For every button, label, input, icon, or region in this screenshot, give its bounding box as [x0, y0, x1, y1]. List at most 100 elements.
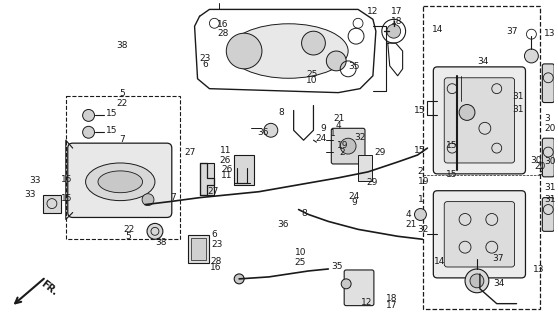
- Circle shape: [326, 51, 346, 71]
- Text: 26: 26: [222, 165, 233, 174]
- Text: 37: 37: [507, 27, 518, 36]
- Circle shape: [264, 123, 278, 137]
- Ellipse shape: [98, 171, 142, 193]
- Text: 38: 38: [116, 41, 128, 50]
- Text: 22: 22: [123, 225, 134, 234]
- Bar: [187, 235, 209, 263]
- Circle shape: [301, 31, 325, 55]
- Bar: [200, 163, 214, 195]
- Text: 2: 2: [417, 167, 423, 176]
- Text: 22: 22: [117, 99, 128, 108]
- Text: 32: 32: [354, 133, 365, 142]
- Text: 9: 9: [351, 198, 357, 207]
- FancyBboxPatch shape: [444, 202, 514, 267]
- Bar: [66, 96, 180, 239]
- Text: 5: 5: [119, 89, 125, 98]
- Text: 16: 16: [218, 20, 229, 29]
- Circle shape: [459, 105, 475, 120]
- Text: 34: 34: [478, 57, 489, 66]
- Text: 1: 1: [417, 195, 423, 204]
- Text: 21: 21: [406, 220, 417, 229]
- Text: 13: 13: [544, 29, 556, 38]
- Text: 27: 27: [184, 148, 195, 156]
- Text: 15: 15: [107, 126, 118, 135]
- Text: 34: 34: [494, 279, 505, 288]
- Text: 15: 15: [446, 170, 458, 179]
- Text: 8: 8: [278, 108, 283, 117]
- Text: 28: 28: [210, 257, 222, 266]
- Bar: [191, 238, 206, 260]
- Circle shape: [227, 33, 262, 69]
- Text: 17: 17: [386, 301, 397, 310]
- Circle shape: [341, 279, 351, 289]
- Text: 3: 3: [537, 168, 543, 177]
- Bar: [358, 155, 372, 181]
- Text: 21: 21: [333, 114, 344, 123]
- Text: 8: 8: [301, 209, 307, 218]
- Text: 23: 23: [211, 240, 223, 249]
- FancyBboxPatch shape: [68, 143, 172, 218]
- Bar: [424, 6, 540, 308]
- Circle shape: [147, 223, 163, 239]
- Text: 20: 20: [535, 162, 546, 171]
- Text: 33: 33: [25, 190, 36, 199]
- Text: 35: 35: [331, 262, 343, 271]
- Circle shape: [140, 200, 150, 210]
- Text: 30: 30: [531, 156, 542, 164]
- Text: 4: 4: [406, 210, 411, 219]
- Text: 6: 6: [211, 230, 217, 239]
- Text: 31: 31: [544, 183, 556, 192]
- Text: 18: 18: [386, 294, 397, 303]
- Text: 19: 19: [336, 141, 348, 150]
- Circle shape: [525, 49, 538, 63]
- Text: 11: 11: [220, 146, 231, 155]
- Text: 15: 15: [107, 109, 118, 118]
- Text: 7: 7: [170, 193, 176, 202]
- Text: 31: 31: [512, 92, 524, 101]
- Text: 25: 25: [295, 258, 306, 267]
- Text: 7: 7: [119, 135, 125, 144]
- Text: 35: 35: [348, 62, 360, 71]
- Text: 12: 12: [367, 7, 378, 16]
- Text: 16: 16: [210, 263, 222, 272]
- Text: 4: 4: [336, 121, 341, 130]
- FancyBboxPatch shape: [331, 128, 365, 164]
- Text: 25: 25: [306, 70, 318, 79]
- Text: 5: 5: [126, 232, 132, 241]
- Text: 24: 24: [315, 134, 326, 143]
- FancyBboxPatch shape: [434, 67, 526, 174]
- FancyBboxPatch shape: [542, 64, 554, 102]
- Text: 15: 15: [414, 106, 425, 115]
- Circle shape: [234, 274, 244, 284]
- Circle shape: [83, 126, 94, 138]
- Text: 36: 36: [277, 220, 289, 229]
- Circle shape: [470, 274, 484, 288]
- Text: 2: 2: [340, 148, 345, 156]
- Text: 26: 26: [220, 156, 231, 164]
- Text: FR.: FR.: [39, 279, 59, 298]
- Circle shape: [387, 24, 401, 38]
- Circle shape: [465, 269, 489, 293]
- Text: 29: 29: [366, 178, 377, 187]
- Text: 19: 19: [417, 177, 429, 186]
- Text: 12: 12: [360, 298, 372, 307]
- Text: 33: 33: [29, 176, 40, 185]
- Text: 3: 3: [544, 114, 550, 123]
- Text: 13: 13: [533, 265, 545, 274]
- Text: 18: 18: [391, 17, 402, 26]
- Text: 32: 32: [417, 225, 429, 234]
- Text: 30: 30: [544, 157, 556, 166]
- Text: 28: 28: [218, 29, 229, 38]
- Text: 9: 9: [321, 124, 326, 133]
- Ellipse shape: [85, 163, 155, 201]
- Text: 6: 6: [202, 60, 208, 69]
- Circle shape: [142, 194, 154, 205]
- Text: 20: 20: [544, 124, 556, 133]
- Bar: [200, 163, 214, 195]
- Text: 15: 15: [61, 174, 73, 184]
- Ellipse shape: [229, 24, 348, 78]
- FancyBboxPatch shape: [444, 78, 514, 163]
- Text: 15: 15: [61, 194, 73, 203]
- FancyBboxPatch shape: [434, 191, 526, 278]
- Bar: [43, 195, 61, 212]
